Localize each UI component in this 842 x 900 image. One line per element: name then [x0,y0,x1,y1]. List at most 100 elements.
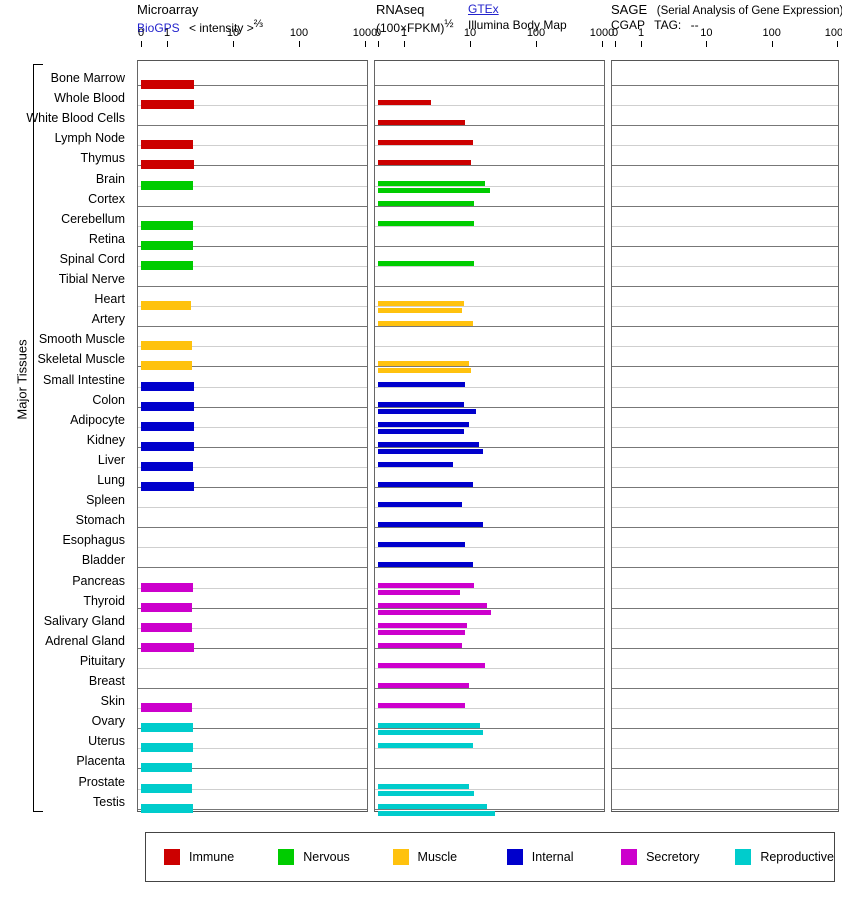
tissue-label-testis[interactable]: Testis [93,794,125,809]
bar-microarray-colon[interactable] [141,401,195,411]
bar-rnaseq-salivary-gland[interactable] [378,629,466,635]
bar-rnaseq-lung[interactable] [378,482,473,487]
bar-microarray-adrenal-gland[interactable] [141,642,195,652]
bar-microarray-liver[interactable] [141,461,194,471]
legend-item-internal[interactable]: Internal [489,849,603,865]
tissue-label-skeletal-muscle[interactable]: Skeletal Muscle [37,352,125,367]
bar-rnaseq-heart[interactable] [378,308,462,314]
bar-microarray-skin[interactable] [141,703,193,713]
tissue-label-pituitary[interactable]: Pituitary [79,653,125,668]
bar-rnaseq-heart[interactable] [378,301,464,307]
tissue-label-retina[interactable]: Retina [88,231,125,246]
tissue-label-heart[interactable]: Heart [94,292,125,307]
tissue-label-adipocyte[interactable]: Adipocyte [70,412,125,427]
bar-rnaseq-kidney[interactable] [378,448,483,454]
bar-rnaseq-pancreas[interactable] [378,582,474,588]
bar-rnaseq-colon[interactable] [378,401,464,407]
bar-microarray-adipocyte[interactable] [141,421,195,431]
tissue-label-bladder[interactable]: Bladder [81,553,125,568]
bar-rnaseq-thymus[interactable] [378,160,472,166]
bar-rnaseq-thyroid[interactable] [378,609,492,615]
bar-rnaseq-liver[interactable] [378,461,453,467]
bar-rnaseq-cortex[interactable] [378,200,474,206]
bar-rnaseq-thyroid[interactable] [378,602,487,608]
tissue-label-lung[interactable]: Lung [97,473,125,487]
tissue-label-prostate[interactable]: Prostate [78,774,125,789]
bar-rnaseq-colon[interactable] [378,408,477,414]
bar-rnaseq-kidney[interactable] [378,441,479,447]
tissue-label-spinal-cord[interactable]: Spinal Cord [59,251,125,266]
legend-item-secretory[interactable]: Secretory [603,849,717,865]
bar-microarray-brain[interactable] [141,180,194,190]
tissue-label-adrenal-gland[interactable]: Adrenal Gland [45,633,125,648]
legend-item-nervous[interactable]: Nervous [260,849,374,865]
tissue-label-kidney[interactable]: Kidney [86,432,125,447]
bar-rnaseq-skeletal-muscle[interactable] [378,361,469,367]
tissue-label-lymph-node[interactable]: Lymph Node [54,131,125,146]
bar-microarray-skeletal-muscle[interactable] [141,361,193,371]
bar-rnaseq-adipocyte[interactable] [378,421,469,427]
bar-microarray-heart[interactable] [141,301,191,311]
bar-rnaseq-spinal-cord[interactable] [378,260,474,266]
tissue-label-stomach[interactable]: Stomach [75,513,125,528]
bar-microarray-lymph-node[interactable] [141,140,194,150]
bar-rnaseq-prostate[interactable] [378,783,469,789]
tissue-label-small-intestine[interactable]: Small Intestine [43,372,125,387]
tissue-label-breast[interactable]: Breast [88,674,125,688]
tissue-label-liver[interactable]: Liver [97,452,125,467]
tissue-label-esophagus[interactable]: Esophagus [62,533,125,548]
bar-rnaseq-ovary[interactable] [378,730,483,736]
bar-rnaseq-esophagus[interactable] [378,542,466,548]
bar-microarray-smooth-muscle[interactable] [141,341,193,351]
tissue-label-brain[interactable]: Brain [95,171,125,186]
legend-item-reproductive[interactable]: Reproductive [717,849,834,865]
bar-rnaseq-small-intestine[interactable] [378,381,466,387]
tissue-label-tibial-nerve[interactable]: Tibial Nerve [58,272,125,286]
cgap-source-label[interactable]: CGAP [611,18,645,32]
tissue-label-smooth-muscle[interactable]: Smooth Muscle [38,332,125,347]
bar-rnaseq-artery[interactable] [378,321,473,327]
bar-microarray-prostate[interactable] [141,783,193,793]
bar-rnaseq-cerebellum[interactable] [378,220,474,226]
bar-rnaseq-brain[interactable] [378,187,490,193]
bar-rnaseq-adipocyte[interactable] [378,428,464,434]
bar-rnaseq-breast[interactable] [378,683,469,688]
bar-rnaseq-lymph-node[interactable] [378,140,473,146]
bar-rnaseq-stomach[interactable] [378,522,484,528]
bar-rnaseq-testis[interactable] [378,810,496,816]
bar-rnaseq-spleen[interactable] [378,502,462,508]
bar-microarray-lung[interactable] [141,482,195,491]
bar-rnaseq-uterus[interactable] [378,743,473,749]
bar-microarray-thymus[interactable] [141,160,195,170]
bar-rnaseq-pancreas[interactable] [378,589,460,595]
tissue-label-artery[interactable]: Artery [91,312,125,327]
bar-rnaseq-salivary-gland[interactable] [378,622,467,628]
bar-rnaseq-adrenal-gland[interactable] [378,642,462,648]
bar-rnaseq-white-blood-cells[interactable] [378,120,466,126]
tissue-label-whole-blood[interactable]: Whole Blood [54,91,125,106]
bar-microarray-retina[interactable] [141,240,194,250]
bar-rnaseq-prostate[interactable] [378,790,474,796]
tissue-label-thymus[interactable]: Thymus [80,151,125,166]
bar-microarray-uterus[interactable] [141,743,194,753]
tissue-label-colon[interactable]: Colon [92,392,125,407]
tissue-label-uterus[interactable]: Uterus [88,734,125,749]
tissue-label-ovary[interactable]: Ovary [91,714,125,729]
legend-item-muscle[interactable]: Muscle [375,849,489,865]
bar-microarray-placenta[interactable] [141,763,193,773]
bar-microarray-spinal-cord[interactable] [141,260,194,270]
bar-microarray-cerebellum[interactable] [141,220,194,230]
tissue-label-skin[interactable]: Skin [100,694,125,709]
bar-microarray-kidney[interactable] [141,441,195,451]
tissue-label-salivary-gland[interactable]: Salivary Gland [43,613,125,628]
bar-microarray-bone-marrow[interactable] [141,80,195,89]
bar-rnaseq-testis[interactable] [378,803,487,809]
bar-rnaseq-whole-blood[interactable] [378,100,432,106]
tissue-label-thyroid[interactable]: Thyroid [83,593,125,608]
tissue-label-white-blood-cells[interactable]: White Blood Cells [26,111,125,126]
legend-item-immune[interactable]: Immune [146,849,260,865]
bar-microarray-pancreas[interactable] [141,582,194,592]
bar-rnaseq-skeletal-muscle[interactable] [378,368,472,374]
bar-microarray-whole-blood[interactable] [141,100,195,110]
tissue-label-placenta[interactable]: Placenta [76,754,125,769]
